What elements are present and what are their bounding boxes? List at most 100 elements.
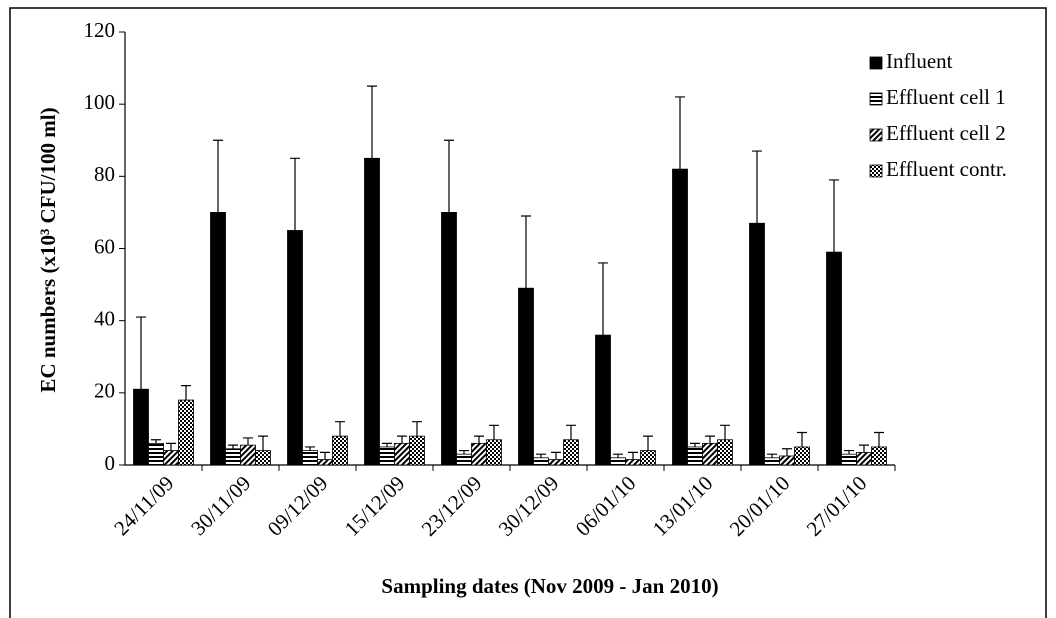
bar bbox=[441, 212, 457, 466]
error-bar bbox=[397, 435, 407, 444]
error-bar bbox=[382, 442, 392, 447]
error-bar bbox=[166, 442, 176, 451]
bar bbox=[332, 435, 348, 466]
bar bbox=[163, 450, 179, 466]
error-bar bbox=[412, 421, 422, 437]
x-tick-label: 15/12/09 bbox=[340, 471, 410, 541]
error-bar bbox=[690, 442, 700, 447]
legend-swatch bbox=[869, 164, 883, 178]
y-tick-label: 100 bbox=[84, 90, 116, 114]
bar bbox=[779, 455, 795, 466]
x-tick-label: 06/01/10 bbox=[571, 471, 641, 541]
bar bbox=[625, 459, 641, 466]
error-bar bbox=[228, 444, 238, 449]
error-bar bbox=[782, 448, 792, 456]
bar bbox=[133, 388, 149, 466]
error-bar bbox=[151, 439, 161, 444]
frame bbox=[9, 7, 1047, 618]
bar bbox=[394, 442, 410, 466]
bar bbox=[563, 439, 579, 466]
x-tick-label: 20/01/10 bbox=[725, 471, 795, 541]
bar bbox=[364, 157, 380, 466]
bar bbox=[518, 287, 534, 466]
error-bar bbox=[305, 446, 315, 451]
error-bar bbox=[598, 262, 608, 336]
bar bbox=[210, 212, 226, 466]
y-tick-label: 20 bbox=[94, 379, 115, 403]
x-tick-label: 23/12/09 bbox=[417, 471, 487, 541]
bar bbox=[672, 168, 688, 466]
error-bar bbox=[874, 431, 884, 447]
error-bar bbox=[613, 453, 623, 458]
bar bbox=[409, 435, 425, 466]
error-bar bbox=[767, 453, 777, 458]
bar bbox=[640, 450, 656, 466]
legend-label: Effluent cell 1 bbox=[886, 85, 1006, 109]
y-tick-label: 40 bbox=[94, 306, 115, 330]
error-bar bbox=[643, 435, 653, 451]
error-bar bbox=[536, 453, 546, 458]
bar bbox=[687, 446, 703, 466]
error-bar bbox=[136, 316, 146, 390]
bar bbox=[794, 446, 810, 466]
bar bbox=[533, 457, 549, 466]
bar bbox=[379, 446, 395, 466]
error-bar bbox=[290, 157, 300, 231]
bar bbox=[302, 450, 318, 466]
bar bbox=[595, 334, 611, 466]
x-tick-label: 24/11/09 bbox=[109, 471, 178, 540]
bar bbox=[148, 442, 164, 466]
bar bbox=[255, 450, 271, 466]
bar bbox=[610, 457, 626, 466]
bar bbox=[225, 448, 241, 466]
error-bar bbox=[335, 421, 345, 437]
error-bar bbox=[797, 431, 807, 447]
error-bar bbox=[859, 444, 869, 453]
error-bar bbox=[829, 179, 839, 253]
bar bbox=[317, 459, 333, 466]
error-bar bbox=[489, 424, 499, 440]
error-bar bbox=[551, 451, 561, 460]
error-bar bbox=[566, 424, 576, 440]
bar bbox=[764, 457, 780, 466]
bar bbox=[456, 453, 472, 466]
error-bar bbox=[628, 451, 638, 460]
legend-label: Effluent contr. bbox=[886, 157, 1007, 181]
error-bar bbox=[705, 435, 715, 444]
bar bbox=[717, 439, 733, 466]
bar bbox=[548, 459, 564, 466]
error-bar bbox=[675, 96, 685, 170]
error-bar bbox=[720, 424, 730, 440]
y-axis-title: EC numbers (x10³ CFU/100 ml) bbox=[36, 107, 60, 392]
bar bbox=[841, 453, 857, 466]
bar bbox=[287, 230, 303, 466]
legend-swatch bbox=[869, 128, 883, 142]
legend-swatch bbox=[869, 92, 883, 106]
x-tick-label: 09/12/09 bbox=[263, 471, 333, 541]
error-bar bbox=[474, 435, 484, 444]
bar bbox=[471, 442, 487, 466]
x-tick-label: 13/01/10 bbox=[648, 471, 718, 541]
error-bar bbox=[444, 139, 454, 213]
error-bar bbox=[320, 451, 330, 460]
bar bbox=[856, 451, 872, 466]
bar bbox=[826, 251, 842, 466]
bar bbox=[749, 222, 765, 466]
x-axis-title: Sampling dates (Nov 2009 - Jan 2010) bbox=[381, 574, 718, 598]
bar bbox=[178, 399, 194, 466]
x-tick-label: 30/11/09 bbox=[186, 471, 255, 540]
y-tick-label: 0 bbox=[105, 451, 116, 475]
error-bar bbox=[367, 85, 377, 159]
error-bar bbox=[752, 150, 762, 224]
bar bbox=[871, 446, 887, 466]
error-bar bbox=[213, 139, 223, 213]
error-bar bbox=[181, 385, 191, 401]
error-bar bbox=[258, 435, 268, 451]
x-tick-label: 30/12/09 bbox=[494, 471, 564, 541]
y-tick-label: 80 bbox=[94, 162, 115, 186]
legend-swatch bbox=[869, 56, 883, 70]
error-bar bbox=[459, 449, 469, 455]
legend-label: Effluent cell 2 bbox=[886, 121, 1006, 145]
bar bbox=[486, 439, 502, 466]
